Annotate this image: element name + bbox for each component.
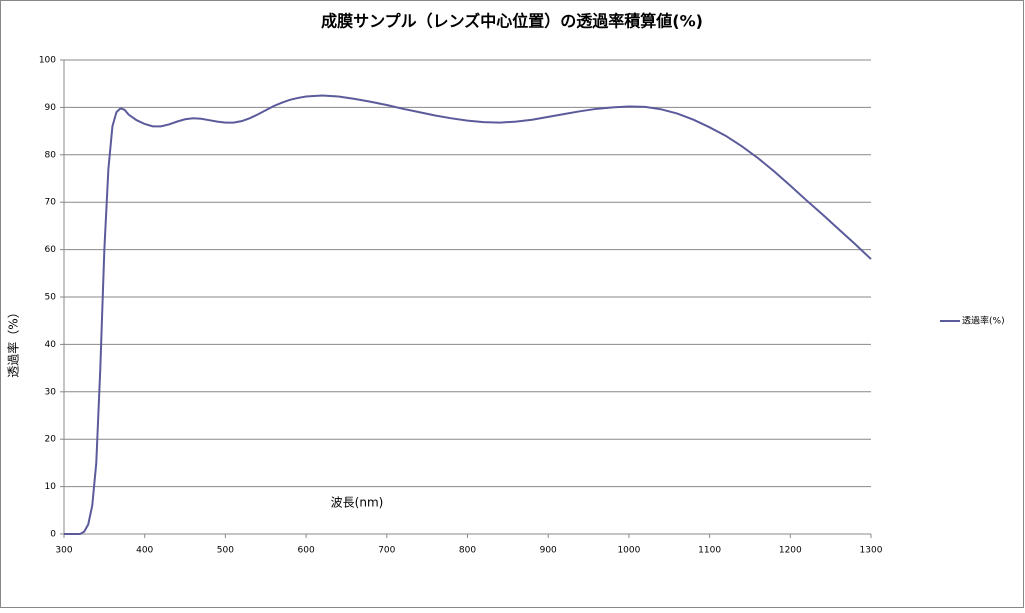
data-line xyxy=(64,94,872,535)
x-axis-label: 波長(nm) xyxy=(331,496,384,510)
y-tick-label: 50 xyxy=(45,293,57,303)
chart-title: 成膜サンプル（レンズ中心位置）の透過率積算値(%) xyxy=(321,12,703,31)
y-tick-label: 30 xyxy=(45,387,57,397)
x-tick-label: 700 xyxy=(378,546,395,556)
y-tick-label: 40 xyxy=(45,340,57,350)
x-tick-label: 500 xyxy=(217,546,234,556)
y-tick-label: 0 xyxy=(50,530,56,540)
x-tick-label: 900 xyxy=(540,546,557,556)
x-tick-label: 1100 xyxy=(698,546,721,556)
y-axis-label: 透過率（%） xyxy=(6,306,21,377)
y-tick-label: 10 xyxy=(45,482,57,492)
x-tick-label: 1000 xyxy=(617,546,640,556)
x-tick-label: 600 xyxy=(298,546,315,556)
x-tick-label: 1200 xyxy=(779,546,802,556)
x-tick-label: 300 xyxy=(55,546,72,556)
y-tick-label: 80 xyxy=(45,150,57,160)
y-tick-label: 60 xyxy=(45,245,57,255)
y-tick-label: 90 xyxy=(45,103,57,113)
legend-label: 透過率(%) xyxy=(962,315,1005,327)
y-tick-label: 100 xyxy=(39,56,56,66)
x-tick-label: 800 xyxy=(459,546,476,556)
x-tick-label: 400 xyxy=(136,546,153,556)
y-tick-label: 70 xyxy=(45,198,57,208)
x-tick-label: 1300 xyxy=(860,546,883,556)
y-tick-label: 20 xyxy=(45,435,57,445)
